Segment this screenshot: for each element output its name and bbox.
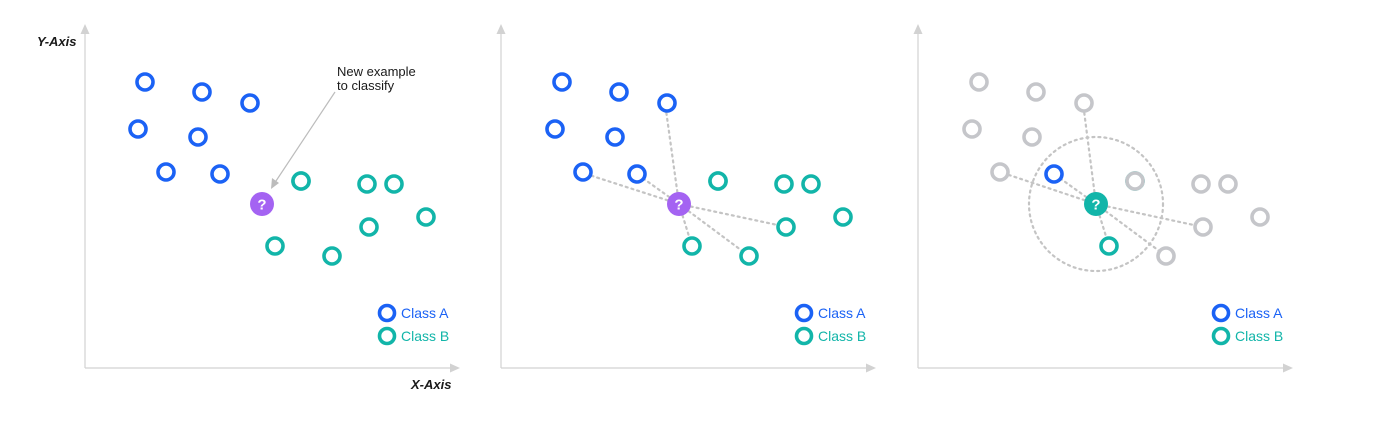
legend-label-class-a: Class A bbox=[1235, 305, 1283, 321]
distance-line bbox=[663, 101, 681, 206]
distance-line bbox=[998, 170, 1098, 206]
query-marker-symbol: ? bbox=[1091, 197, 1100, 214]
annotation-leader bbox=[273, 91, 336, 185]
x-axis-arrow bbox=[450, 363, 460, 373]
panel-3: ? Class A Class B bbox=[913, 24, 1293, 373]
panel-1: Y-Axis X-Axis New example to classify ? … bbox=[37, 24, 460, 392]
class-a-point bbox=[210, 164, 230, 184]
class-a-point bbox=[573, 162, 593, 182]
distance-line bbox=[1081, 101, 1098, 206]
class-a-point bbox=[990, 162, 1010, 182]
distance-line bbox=[677, 202, 751, 258]
x-axis-arrow bbox=[1283, 363, 1293, 373]
class-a-point bbox=[128, 119, 148, 139]
class-b-point bbox=[833, 207, 853, 227]
legend: Class A Class B bbox=[794, 303, 866, 346]
class-a-point bbox=[969, 72, 989, 92]
class-a-point bbox=[962, 119, 982, 139]
legend-swatch-class-b bbox=[794, 326, 814, 346]
class-a-point bbox=[609, 82, 629, 102]
class-b-point bbox=[1099, 236, 1119, 256]
class-b-point bbox=[291, 171, 311, 191]
class-a-point bbox=[1026, 82, 1046, 102]
legend-label-class-a: Class A bbox=[401, 305, 449, 321]
legend-label-class-b: Class B bbox=[818, 328, 866, 344]
class-b-point bbox=[1218, 174, 1238, 194]
class-a-point bbox=[545, 119, 565, 139]
class-b-point bbox=[776, 217, 796, 237]
class-a-point bbox=[1044, 164, 1064, 184]
class-b-point bbox=[801, 174, 821, 194]
y-axis-arrow bbox=[80, 24, 90, 34]
class-b-point bbox=[1193, 217, 1213, 237]
query-marker-symbol: ? bbox=[257, 197, 266, 214]
class-a-point bbox=[188, 127, 208, 147]
y-axis-arrow bbox=[913, 24, 923, 34]
data-points bbox=[545, 72, 853, 266]
class-a-point bbox=[156, 162, 176, 182]
legend: Class A Class B bbox=[1211, 303, 1283, 346]
class-b-point bbox=[416, 207, 436, 227]
class-a-point bbox=[627, 164, 647, 184]
class-b-point bbox=[384, 174, 404, 194]
class-b-point bbox=[682, 236, 702, 256]
query-point: ? bbox=[667, 192, 691, 216]
class-b-point bbox=[1191, 174, 1211, 194]
distance-line bbox=[1094, 202, 1168, 258]
distance-line bbox=[581, 171, 681, 206]
class-a-point bbox=[657, 93, 677, 113]
class-a-point bbox=[1074, 93, 1094, 113]
distance-lines bbox=[998, 101, 1205, 258]
legend-swatch-class-b bbox=[1211, 326, 1231, 346]
y-axis-label: Y-Axis bbox=[37, 34, 77, 49]
query-marker-symbol: ? bbox=[674, 197, 683, 214]
neighborhood-circle bbox=[1027, 135, 1165, 273]
legend-label-class-b: Class B bbox=[1235, 328, 1283, 344]
legend-swatch-class-a bbox=[1211, 303, 1231, 323]
legend: Class A Class B bbox=[377, 303, 449, 346]
legend-swatch-class-a bbox=[794, 303, 814, 323]
query-marker bbox=[1084, 192, 1108, 216]
class-a-point bbox=[552, 72, 572, 92]
legend-label-class-b: Class B bbox=[401, 328, 449, 344]
annotation-line-1: New example bbox=[337, 64, 416, 79]
y-axis-arrow bbox=[496, 24, 506, 34]
query-marker bbox=[667, 192, 691, 216]
x-axis-label: X-Axis bbox=[410, 377, 451, 392]
class-b-point bbox=[774, 174, 794, 194]
annotation-arrowhead bbox=[271, 178, 279, 189]
data-points bbox=[962, 72, 1270, 266]
data-points bbox=[128, 72, 436, 266]
distance-line bbox=[1094, 202, 1205, 229]
class-a-point bbox=[192, 82, 212, 102]
class-b-point bbox=[1156, 246, 1176, 266]
class-a-point bbox=[605, 127, 625, 147]
query-marker bbox=[250, 192, 274, 216]
class-b-point bbox=[1125, 171, 1145, 191]
class-a-point bbox=[1022, 127, 1042, 147]
query-point: ? bbox=[1084, 192, 1108, 216]
class-b-point bbox=[708, 171, 728, 191]
legend-swatch-class-b bbox=[377, 326, 397, 346]
annotation-line-2: to classify bbox=[337, 78, 395, 93]
class-b-point bbox=[357, 174, 377, 194]
class-a-point bbox=[135, 72, 155, 92]
class-b-point bbox=[359, 217, 379, 237]
distance-line bbox=[677, 202, 789, 229]
panel-2: ? Class A Class B bbox=[496, 24, 876, 373]
class-b-point bbox=[1250, 207, 1270, 227]
class-b-point bbox=[265, 236, 285, 256]
legend-label-class-a: Class A bbox=[818, 305, 866, 321]
distance-lines bbox=[581, 101, 789, 258]
class-b-point bbox=[322, 246, 342, 266]
x-axis-arrow bbox=[866, 363, 876, 373]
class-b-point bbox=[739, 246, 759, 266]
class-a-point bbox=[240, 93, 260, 113]
query-point: ? bbox=[250, 192, 274, 216]
legend-swatch-class-a bbox=[377, 303, 397, 323]
